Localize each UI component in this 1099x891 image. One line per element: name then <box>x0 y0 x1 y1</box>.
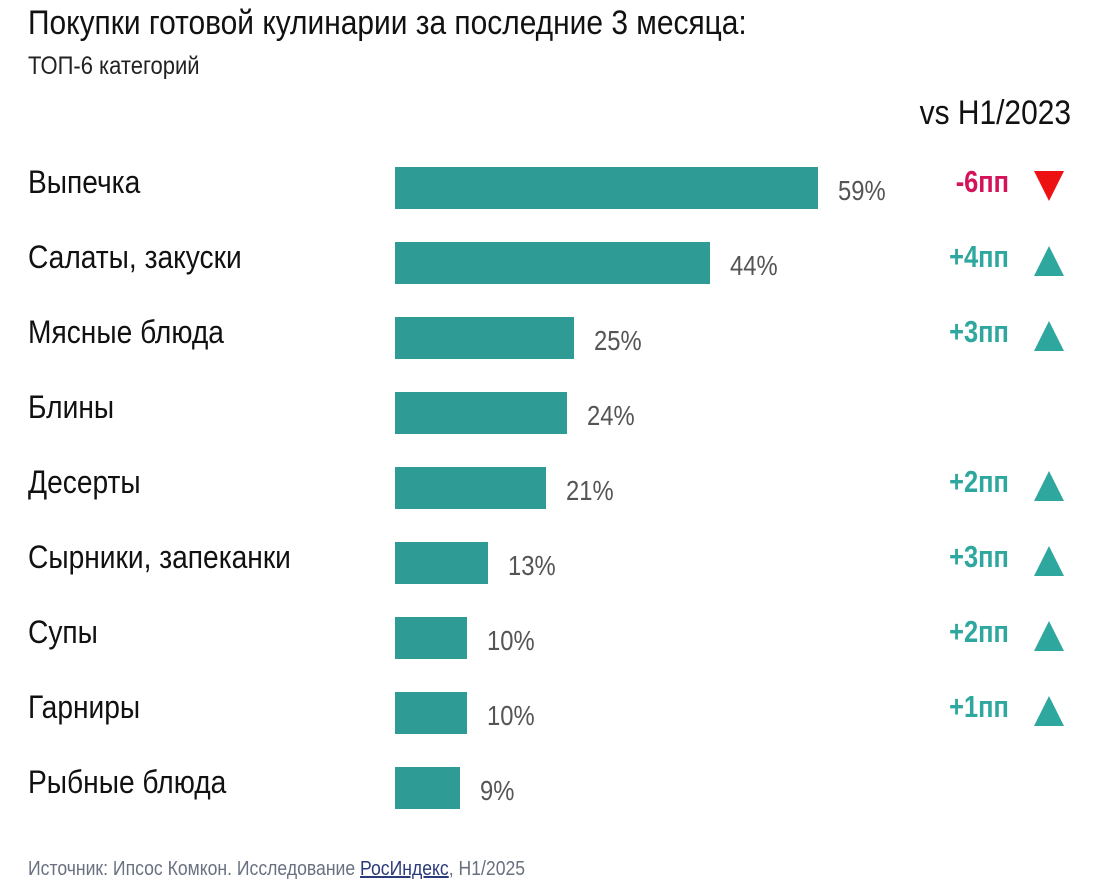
bar <box>395 467 546 509</box>
category-label: Салаты, закуски <box>28 239 242 275</box>
category-label: Супы <box>28 614 98 650</box>
value-label: 59% <box>838 175 886 206</box>
change-label: +4пп <box>949 239 1009 274</box>
bar <box>395 767 460 809</box>
value-label: 10% <box>486 625 535 656</box>
category-label: Рыбные блюда <box>28 764 227 800</box>
comparison-header: vs H1/2023 <box>919 94 1071 132</box>
chart-subtitle: ТОП-6 категорий <box>28 52 200 80</box>
bar <box>395 392 568 434</box>
triangle-down-icon <box>1034 171 1064 201</box>
bar <box>395 242 711 284</box>
bar <box>395 167 818 209</box>
bar <box>395 542 489 584</box>
source-note: Источник: Ипсос Комкон. Исследование Рос… <box>28 858 525 881</box>
bar <box>395 617 467 659</box>
change-label: +1пп <box>949 689 1009 724</box>
change-label: -6пп <box>955 164 1009 199</box>
category-label: Сырники, запеканки <box>28 539 291 575</box>
source-suffix: , H1/2025 <box>448 858 526 880</box>
value-label: 21% <box>565 475 614 506</box>
triangle-up-icon <box>1034 696 1064 726</box>
category-label: Десерты <box>28 464 141 500</box>
category-label: Гарниры <box>28 689 141 725</box>
value-label: 44% <box>730 250 779 281</box>
value-label: 10% <box>486 700 535 731</box>
value-label: 24% <box>587 400 635 431</box>
value-label: 13% <box>508 550 556 581</box>
value-label: 25% <box>594 325 642 356</box>
chart-title: Покупки готовой кулинарии за последние 3… <box>28 4 747 42</box>
triangle-up-icon <box>1034 471 1064 501</box>
category-label: Блины <box>28 389 115 425</box>
category-label: Мясные блюда <box>28 314 224 350</box>
triangle-up-icon <box>1034 321 1064 351</box>
change-label: +3пп <box>949 539 1009 574</box>
change-label: +2пп <box>949 464 1009 499</box>
change-label: +3пп <box>949 314 1009 349</box>
bar <box>395 317 575 359</box>
triangle-up-icon <box>1034 246 1064 276</box>
triangle-up-icon <box>1034 621 1064 651</box>
category-label: Выпечка <box>28 164 141 200</box>
value-label: 9% <box>479 775 514 806</box>
change-label: +2пп <box>949 614 1009 649</box>
bar <box>395 692 467 734</box>
rosindex-link[interactable]: РосИндекс <box>360 858 449 880</box>
triangle-up-icon <box>1034 546 1064 576</box>
source-prefix: Источник: Ипсос Комкон. Исследование <box>28 858 361 880</box>
